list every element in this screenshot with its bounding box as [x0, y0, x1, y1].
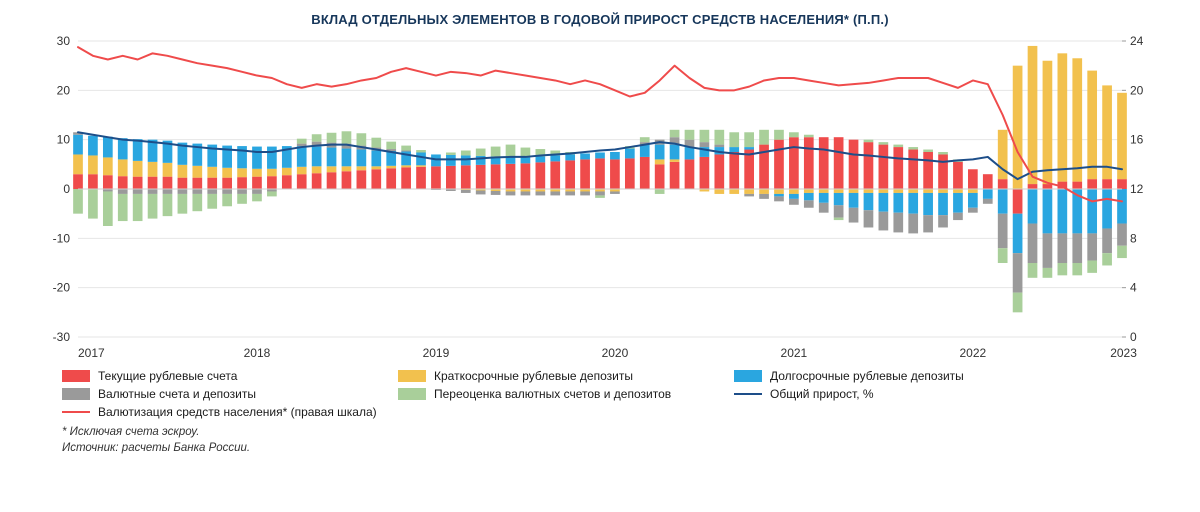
svg-text:2021: 2021 [781, 346, 808, 360]
legend-swatch [62, 411, 90, 413]
legend-label: Долгосрочные рублевые депозиты [770, 369, 964, 383]
svg-text:2018: 2018 [244, 346, 271, 360]
legend-label: Краткосрочные рублевые депозиты [434, 369, 633, 383]
legend-label: Валютные счета и депозиты [98, 387, 256, 401]
svg-text:-30: -30 [53, 330, 71, 344]
chart-area: -30 -20 -10 0 10 20 30 0 4 8 12 16 20 24 2017 2018 2019 2… [30, 33, 1170, 363]
legend-item-dollarization: Валютизация средств населения* (правая ш… [62, 405, 377, 419]
legend-swatch [62, 388, 90, 400]
chart-svg: -30 -20 -10 0 10 20 30 0 4 8 12 16 20 24 2017 2018 2019 2… [30, 33, 1170, 363]
svg-text:0: 0 [1130, 330, 1137, 344]
svg-text:20: 20 [1130, 83, 1144, 97]
svg-text:30: 30 [57, 34, 71, 48]
figure-container: ВКЛАД ОТДЕЛЬНЫХ ЭЛЕМЕНТОВ В ГОДОВОЙ ПРИР… [0, 0, 1200, 512]
svg-text:0: 0 [63, 182, 70, 196]
chart-title: ВКЛАД ОТДЕЛЬНЫХ ЭЛЕМЕНТОВ В ГОДОВОЙ ПРИР… [30, 12, 1170, 27]
legend-item-fx_deposits: Валютные счета и депозиты [62, 387, 362, 401]
legend-swatch [734, 370, 762, 382]
svg-text:-10: -10 [53, 231, 71, 245]
svg-text:16: 16 [1130, 133, 1144, 147]
svg-text:8: 8 [1130, 231, 1137, 245]
legend-item-fx_reval: Переоценка валютных счетов и депозитов [398, 387, 698, 401]
svg-text:2019: 2019 [423, 346, 450, 360]
svg-text:12: 12 [1130, 182, 1144, 196]
svg-text:2022: 2022 [960, 346, 987, 360]
legend-swatch [398, 370, 426, 382]
legend-item-total_growth: Общий прирост, % [734, 387, 1034, 401]
legend-swatch [734, 393, 762, 395]
footnote-line-2: Источник: расчеты Банка России. [62, 441, 1170, 457]
svg-text:20: 20 [57, 83, 71, 97]
legend-label: Валютизация средств населения* (правая ш… [98, 405, 377, 419]
svg-text:2017: 2017 [78, 346, 105, 360]
footnote-line-1: * Исключая счета эскроу. [62, 425, 1170, 441]
legend-label: Текущие рублевые счета [98, 369, 237, 383]
legend-label: Общий прирост, % [770, 387, 874, 401]
legend-label: Переоценка валютных счетов и депозитов [434, 387, 671, 401]
svg-text:-20: -20 [53, 281, 71, 295]
svg-text:2020: 2020 [602, 346, 629, 360]
svg-text:24: 24 [1130, 34, 1144, 48]
legend-item-short_rub: Краткосрочные рублевые депозиты [398, 369, 698, 383]
legend-item-current_rub: Текущие рублевые счета [62, 369, 362, 383]
svg-text:2023: 2023 [1110, 346, 1137, 360]
legend-item-long_rub: Долгосрочные рублевые депозиты [734, 369, 1034, 383]
svg-text:4: 4 [1130, 281, 1137, 295]
legend-swatch [62, 370, 90, 382]
legend: Текущие рублевые счета Краткосрочные рубл… [30, 369, 1170, 419]
footnote: * Исключая счета эскроу. Источник: расче… [30, 425, 1170, 456]
svg-text:10: 10 [57, 133, 71, 147]
legend-swatch [398, 388, 426, 400]
